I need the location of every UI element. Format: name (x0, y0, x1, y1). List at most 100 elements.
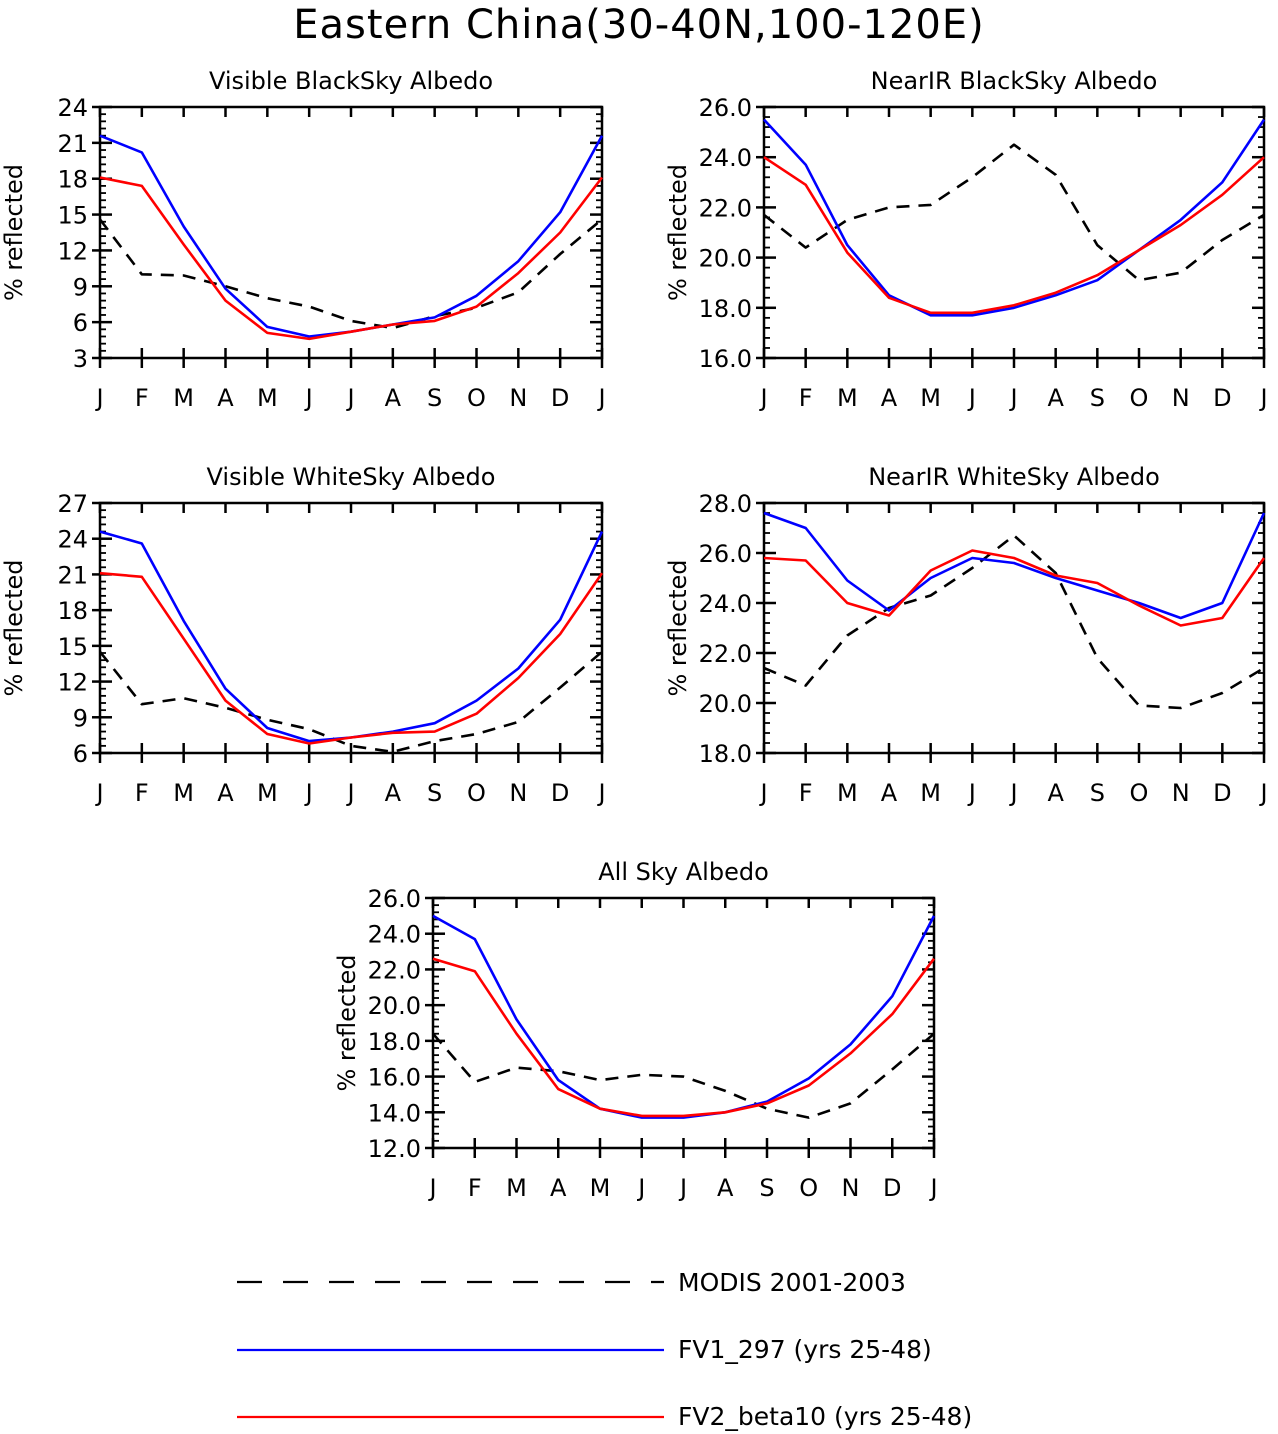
x-tick-label: M (837, 384, 858, 412)
y-tick-label: 12.0 (368, 1135, 421, 1163)
y-tick-label: 6 (73, 309, 88, 337)
panel-title: Visible WhiteSky Albedo (207, 463, 496, 491)
x-tick-label: S (1090, 779, 1105, 807)
series-line-1 (763, 118, 1266, 317)
x-tick-label: J (94, 779, 103, 807)
y-tick-label: 15 (57, 633, 88, 661)
y-tick-label: 22.0 (699, 194, 752, 222)
x-tick-label: F (468, 1174, 482, 1202)
y-tick-label: 3 (73, 345, 88, 373)
x-tick-label: N (509, 779, 527, 807)
x-tick-label: M (837, 779, 858, 807)
x-tick-label: J (345, 779, 354, 807)
y-tick-label: 18 (57, 597, 88, 625)
series-line-1 (763, 511, 1266, 620)
x-tick-label: J (678, 1174, 687, 1202)
y-tick-label: 21 (57, 130, 88, 158)
x-tick-label: J (1258, 779, 1267, 807)
panel-title: All Sky Albedo (598, 858, 769, 886)
y-tick-label: 18.0 (368, 1028, 421, 1056)
x-tick-label: M (257, 384, 278, 412)
y-tick-label: 26.0 (368, 885, 421, 913)
x-tick-label: M (590, 1174, 611, 1202)
y-tick-label: 22.0 (368, 956, 421, 984)
x-tick-label: J (928, 1174, 937, 1202)
x-tick-label: O (467, 384, 486, 412)
y-tick-label: 15 (57, 202, 88, 230)
series-line-1 (99, 134, 604, 338)
panel-title: NearIR WhiteSky Albedo (868, 463, 1160, 491)
y-axis-label: % reflected (0, 164, 28, 301)
x-tick-label: N (1172, 384, 1190, 412)
x-tick-label: A (550, 1174, 567, 1202)
x-tick-label: M (173, 779, 194, 807)
plot-frame (762, 501, 1266, 755)
y-tick-label: 24.0 (368, 921, 421, 949)
series-line-2 (99, 571, 604, 745)
legend-label-fv2: FV2_beta10 (yrs 25-48) (678, 1402, 973, 1431)
x-tick-label: J (1008, 384, 1017, 412)
y-tick-label: 24.0 (699, 144, 752, 172)
y-tick-label: 20.0 (699, 690, 752, 718)
y-tick-label: 26.0 (699, 540, 752, 568)
y-tick-label: 24.0 (699, 590, 752, 618)
x-tick-label: J (596, 384, 605, 412)
x-tick-label: N (842, 1174, 860, 1202)
x-tick-label: D (1213, 779, 1231, 807)
x-tick-label: J (345, 384, 354, 412)
x-tick-label: M (173, 384, 194, 412)
x-tick-label: F (135, 384, 149, 412)
x-tick-label: J (967, 384, 976, 412)
x-tick-label: M (920, 384, 941, 412)
x-tick-label: A (385, 384, 402, 412)
y-axis-label: % reflected (664, 164, 692, 301)
x-tick-label: N (509, 384, 527, 412)
y-tick-label: 14.0 (368, 1099, 421, 1127)
series-line-2 (99, 176, 604, 341)
x-tick-label: J (596, 779, 605, 807)
y-tick-label: 12 (57, 237, 88, 265)
x-tick-label: M (257, 779, 278, 807)
x-tick-label: A (1047, 384, 1064, 412)
x-tick-label: A (717, 1174, 734, 1202)
x-tick-label: O (1130, 779, 1149, 807)
y-tick-label: 16.0 (368, 1064, 421, 1092)
x-tick-label: F (135, 779, 149, 807)
y-tick-label: 12 (57, 669, 88, 697)
y-tick-label: 20.0 (699, 245, 752, 273)
x-tick-label: J (967, 779, 976, 807)
y-tick-label: 9 (73, 273, 88, 301)
x-tick-label: D (883, 1174, 901, 1202)
x-tick-label: D (551, 779, 569, 807)
x-tick-label: J (758, 384, 767, 412)
y-tick-label: 6 (73, 740, 88, 768)
x-tick-label: N (1172, 779, 1190, 807)
figure-title: Eastern China(30-40N,100-120E) (293, 2, 985, 48)
x-tick-label: S (427, 384, 442, 412)
y-tick-label: 24 (57, 94, 88, 122)
x-tick-label: M (920, 779, 941, 807)
y-axis-label: % reflected (664, 559, 692, 696)
x-tick-label: A (881, 779, 898, 807)
x-tick-label: S (1090, 384, 1105, 412)
series-line-2 (432, 957, 936, 1118)
x-tick-label: F (799, 779, 813, 807)
x-tick-label: F (799, 384, 813, 412)
x-tick-label: J (758, 779, 767, 807)
x-tick-label: D (551, 384, 569, 412)
y-tick-label: 16.0 (699, 345, 752, 373)
x-tick-label: O (799, 1174, 818, 1202)
panel-title: NearIR BlackSky Albedo (871, 67, 1158, 95)
series-line-1 (99, 530, 604, 743)
series-line-0 (763, 534, 1265, 710)
x-tick-label: A (385, 779, 402, 807)
y-tick-label: 22.0 (699, 640, 752, 668)
x-tick-label: S (759, 1174, 774, 1202)
y-tick-label: 18.0 (699, 295, 752, 323)
legend-label-modis: MODIS 2001-2003 (678, 1268, 906, 1297)
x-tick-label: J (427, 1174, 436, 1202)
